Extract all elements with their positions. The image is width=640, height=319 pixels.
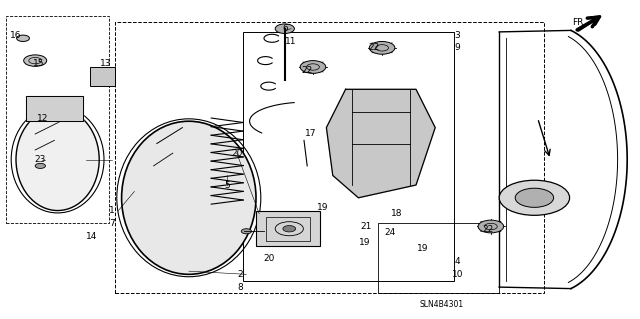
- Text: 22: 22: [301, 66, 313, 75]
- Text: 19: 19: [417, 244, 428, 253]
- Polygon shape: [326, 89, 435, 198]
- Text: 20: 20: [263, 254, 275, 263]
- Circle shape: [478, 220, 504, 233]
- Text: 11: 11: [285, 37, 297, 46]
- Circle shape: [241, 229, 252, 234]
- Text: 16: 16: [10, 31, 22, 40]
- Bar: [115, 22, 544, 293]
- Text: 9: 9: [455, 43, 460, 52]
- Text: 5: 5: [225, 181, 230, 189]
- Text: 22: 22: [482, 225, 493, 234]
- Circle shape: [24, 55, 47, 66]
- Text: 15: 15: [33, 59, 44, 68]
- Bar: [90, 67, 115, 86]
- Circle shape: [499, 180, 570, 215]
- Text: 18: 18: [391, 209, 403, 218]
- Text: 4: 4: [455, 257, 460, 266]
- Circle shape: [35, 163, 45, 168]
- Text: 17: 17: [305, 130, 316, 138]
- Circle shape: [369, 41, 395, 54]
- Bar: [6, 16, 109, 223]
- Text: 14: 14: [86, 232, 97, 241]
- Text: SLN4B4301: SLN4B4301: [420, 300, 463, 309]
- Text: 19: 19: [317, 203, 329, 212]
- Text: 13: 13: [100, 59, 111, 68]
- Text: 23: 23: [34, 155, 45, 164]
- Text: 12: 12: [37, 114, 49, 122]
- Bar: [256, 211, 320, 246]
- Text: 6: 6: [282, 24, 287, 33]
- Circle shape: [17, 35, 29, 41]
- Text: 3: 3: [455, 31, 460, 40]
- Circle shape: [275, 24, 294, 33]
- Text: 21: 21: [360, 222, 372, 231]
- FancyArrowPatch shape: [577, 18, 598, 30]
- Ellipse shape: [16, 108, 99, 211]
- Bar: [266, 217, 310, 241]
- Circle shape: [300, 61, 326, 73]
- Text: 10: 10: [452, 270, 463, 279]
- Text: 1: 1: [109, 206, 115, 215]
- Circle shape: [283, 226, 296, 232]
- Bar: [378, 223, 499, 293]
- Text: 2: 2: [237, 270, 243, 279]
- Text: 22: 22: [369, 43, 380, 52]
- Text: FR.: FR.: [572, 18, 586, 27]
- Ellipse shape: [122, 121, 256, 274]
- Circle shape: [515, 188, 554, 207]
- Text: 7: 7: [109, 219, 115, 228]
- Bar: [243, 32, 454, 281]
- Text: 24: 24: [385, 228, 396, 237]
- Text: 19: 19: [359, 238, 371, 247]
- Polygon shape: [26, 96, 83, 121]
- Text: 8: 8: [237, 283, 243, 292]
- Text: 20: 20: [231, 149, 243, 158]
